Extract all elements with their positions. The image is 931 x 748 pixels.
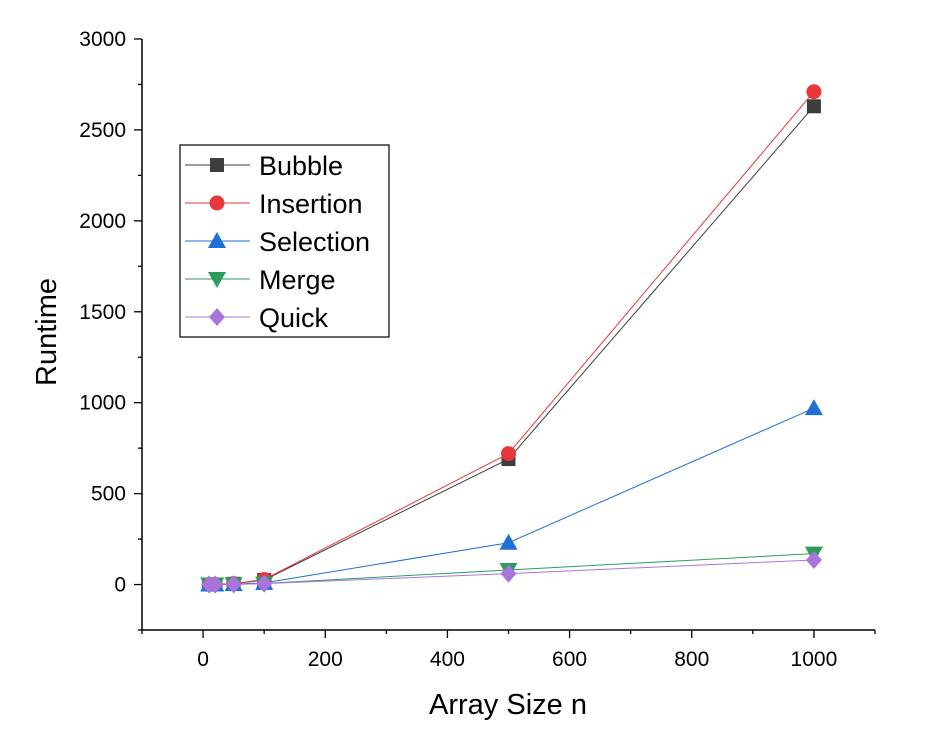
legend: Bubble Insertion Selection Merge Quick: [179, 144, 390, 338]
y-tick-label: 0: [114, 574, 126, 597]
series-layer: [200, 84, 823, 594]
legend-marker: [209, 308, 225, 326]
legend-item-merge: Merge: [185, 265, 336, 295]
x-axis-title: Array Size n: [429, 689, 587, 721]
y-tick-label: 2000: [79, 210, 126, 233]
legend-label: Selection: [259, 227, 370, 257]
data-point: [804, 399, 823, 416]
legend-item-bubble: Bubble: [185, 151, 343, 181]
legend-label: Quick: [259, 303, 329, 333]
axes: 0 200 400 600 800 1000 0 500 1000 1500 2000 2500 300…: [79, 28, 876, 671]
x-tick-label: 200: [308, 648, 343, 671]
legend-marker: [209, 195, 225, 211]
data-point: [806, 99, 821, 114]
data-point: [256, 574, 273, 593]
x-tick-label: 800: [674, 648, 709, 671]
data-point: [225, 575, 242, 594]
y-tick-label: 3000: [79, 28, 126, 51]
y-tick-label: 500: [91, 483, 126, 506]
legend-marker: [208, 232, 226, 248]
legend-label: Merge: [259, 265, 336, 295]
series-selection: [200, 399, 823, 592]
data-point: [207, 575, 224, 594]
y-tick-label: 1500: [79, 301, 126, 324]
data-point: [805, 550, 822, 569]
legend-item-selection: Selection: [185, 227, 370, 257]
y-tick-label: 1000: [79, 392, 126, 415]
x-tick-label: 600: [552, 648, 587, 671]
legend-item-quick: Quick: [185, 303, 329, 333]
legend-marker: [208, 272, 226, 288]
legend-marker: [210, 158, 224, 172]
legend-item-insertion: Insertion: [185, 189, 363, 219]
series-quick: [201, 550, 822, 594]
data-point: [501, 446, 516, 462]
x-tick-label: 0: [197, 648, 209, 671]
x-tick-label: 400: [430, 648, 465, 671]
legend-label: Insertion: [259, 189, 363, 219]
data-point: [500, 564, 517, 583]
y-axis-title: Runtime: [31, 278, 63, 386]
legend-label: Bubble: [259, 151, 343, 181]
y-tick-label: 2500: [79, 119, 126, 142]
x-tick-label: 1000: [791, 648, 838, 671]
data-point: [806, 84, 822, 100]
data-point: [499, 533, 518, 550]
